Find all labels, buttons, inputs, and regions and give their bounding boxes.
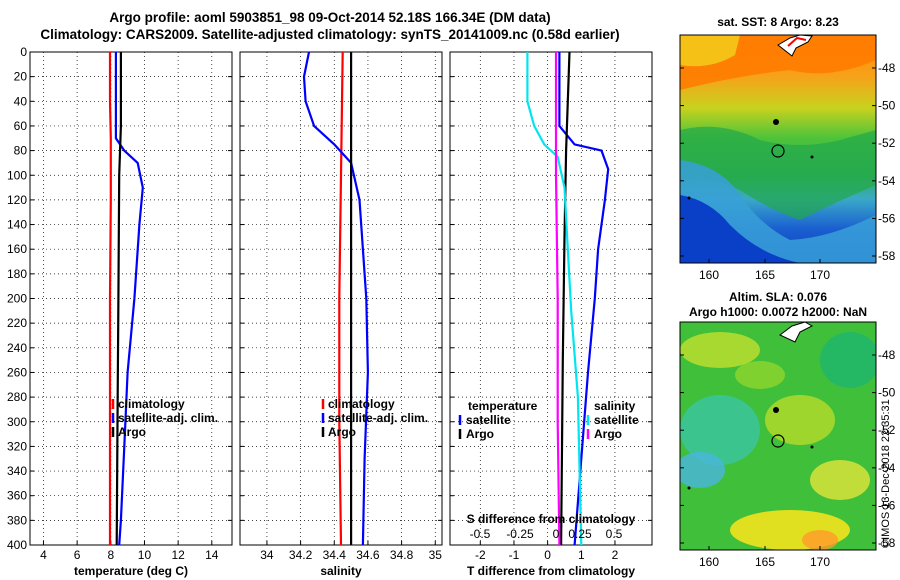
series-argo	[115, 52, 123, 546]
map-x-tick-label: 160	[699, 268, 719, 282]
map-x-tick-label: 170	[810, 555, 830, 569]
map-y-tick-label: -54	[878, 174, 896, 188]
sla-map-title-line1: Altim. SLA: 0.076	[729, 290, 827, 304]
y-tick-label: 180	[7, 267, 27, 281]
x-tick-label: 1	[578, 548, 585, 562]
y-tick-label: 40	[14, 94, 28, 108]
axes-frame	[449, 51, 653, 546]
legend-label: Argo	[118, 425, 146, 439]
figure-title-line1: Argo profile: aoml 5903851_98 09-Oct-201…	[109, 10, 551, 25]
x-tick-label: 0	[544, 548, 551, 562]
y-tick-label: 80	[14, 144, 28, 158]
x-tick-label: 10	[138, 548, 152, 562]
x-tick-label: 34.2	[289, 548, 313, 562]
x-tick-label: 35	[429, 548, 443, 562]
legend-label: satellite	[594, 413, 639, 427]
map-y-tick-label: -54	[878, 461, 896, 475]
y-tick-label: 300	[7, 415, 27, 429]
x-axis-label: temperature (deg C)	[74, 564, 188, 578]
y-tick-label: 160	[7, 242, 27, 256]
temperature-panel: 0 20 40 60 80 100 120 140 160 180 200 220 240 260 280 3…	[7, 45, 233, 578]
map-y-tick-label: -52	[878, 423, 896, 437]
axes-frame	[29, 51, 233, 546]
y-tick-label: 240	[7, 341, 27, 355]
x-tick-label: 8	[107, 548, 114, 562]
x-tick-label: 6	[74, 548, 81, 562]
y-tick-label: 140	[7, 218, 27, 232]
y-tick-label: 0	[20, 45, 27, 59]
map-x-tick-label: 170	[810, 268, 830, 282]
salinity-panel: 34 34.2 34.4 34.6 34.8 35 salinity climatologys…	[239, 51, 443, 578]
series-satellite-adj-clim-	[302, 51, 370, 546]
map-y-tick-label: -50	[878, 386, 896, 400]
y-tick-label: 120	[7, 193, 27, 207]
y-tick-label: 400	[7, 538, 27, 552]
series-t-satellite	[558, 52, 610, 546]
y-tick-label: 200	[7, 292, 27, 306]
y-tick-label: 100	[7, 168, 27, 182]
y-tick-label: 20	[14, 70, 28, 84]
map-y-tick-label: -56	[878, 211, 896, 225]
x2-tick-label: 0.5	[606, 527, 623, 541]
y-tick-label: 60	[14, 119, 28, 133]
legend-title-salinity: salinity	[594, 399, 636, 413]
figure-title-line2: Climatology: CARS2009. Satellite-adjuste…	[40, 27, 620, 42]
legend-label: satellite-adj. clim.	[118, 411, 218, 425]
map-y-tick-label: -50	[878, 99, 896, 113]
map-y-tick-label: -56	[878, 498, 896, 512]
sla-map: Altim. SLA: 0.076 Argo h1000: 0.0072 h20…	[679, 290, 896, 569]
map-y-tick-label: -58	[878, 536, 896, 550]
sst-map: sat. SST: 8 Argo: 8.23 -48 -50 -52 -54 -56 -5…	[679, 15, 896, 282]
legend-label: Argo	[466, 427, 494, 441]
legend-label: Argo	[328, 425, 356, 439]
imos-credit: ©IMOS 13-Dec-2018 22:35:31	[880, 399, 892, 548]
map-x-tick-label: 165	[755, 268, 775, 282]
x2-tick-label: -0.25	[506, 527, 534, 541]
series-s-satellite	[526, 52, 583, 546]
y-tick-label: 380	[7, 513, 27, 527]
y-tick-label: 320	[7, 439, 27, 453]
x-tick-label: 34.8	[390, 548, 414, 562]
series-climatology	[338, 51, 344, 546]
legend-label: satellite	[466, 413, 511, 427]
x2-tick-label: 0	[553, 527, 560, 541]
difference-panel: -2 -1 0 1 2 T difference from climatology temp…	[449, 51, 653, 578]
legend-label: climatology	[118, 397, 185, 411]
y-tick-label: 360	[7, 489, 27, 503]
legend-label: Argo	[594, 427, 622, 441]
map-y-tick-label: -52	[878, 136, 896, 150]
x-axis-label: T difference from climatology	[467, 564, 635, 578]
sla-map-title-line2: Argo h1000: 0.0072 h2000: NaN	[689, 305, 867, 319]
x-tick-label: 12	[171, 548, 185, 562]
x-tick-label: 34.4	[323, 548, 347, 562]
map-y-tick-label: -48	[878, 61, 896, 75]
map-y-tick-label: -58	[878, 249, 896, 263]
legend-label: climatology	[328, 397, 395, 411]
legend-label: satellite-adj. clim.	[328, 411, 428, 425]
x-tick-label: 34	[260, 548, 274, 562]
x-tick-label: -2	[475, 548, 486, 562]
x-tick-label: 14	[205, 548, 219, 562]
series-satellite-adj-clim-	[114, 52, 144, 546]
y-tick-label: 280	[7, 390, 27, 404]
y-tick-label: 340	[7, 464, 27, 478]
map-x-tick-label: 165	[755, 555, 775, 569]
x-axis-label: salinity	[320, 564, 362, 578]
sst-map-title: sat. SST: 8 Argo: 8.23	[717, 15, 839, 29]
x-tick-label: 4	[40, 548, 47, 562]
x2-tick-label: -0.5	[470, 527, 491, 541]
x2-tick-label: 0.25	[568, 527, 592, 541]
legend-title-temperature: temperature	[468, 399, 538, 413]
series-s-argo	[554, 52, 561, 546]
x-tick-label: -1	[509, 548, 520, 562]
map-y-tick-label: -48	[878, 348, 896, 362]
y-tick-label: 260	[7, 365, 27, 379]
map-x-tick-label: 160	[699, 555, 719, 569]
x2-axis-label: S difference from climatology	[467, 512, 636, 526]
y-tick-label: 220	[7, 316, 27, 330]
x-tick-label: 2	[612, 548, 619, 562]
series-climatology	[108, 52, 112, 545]
x-tick-label: 34.6	[356, 548, 380, 562]
